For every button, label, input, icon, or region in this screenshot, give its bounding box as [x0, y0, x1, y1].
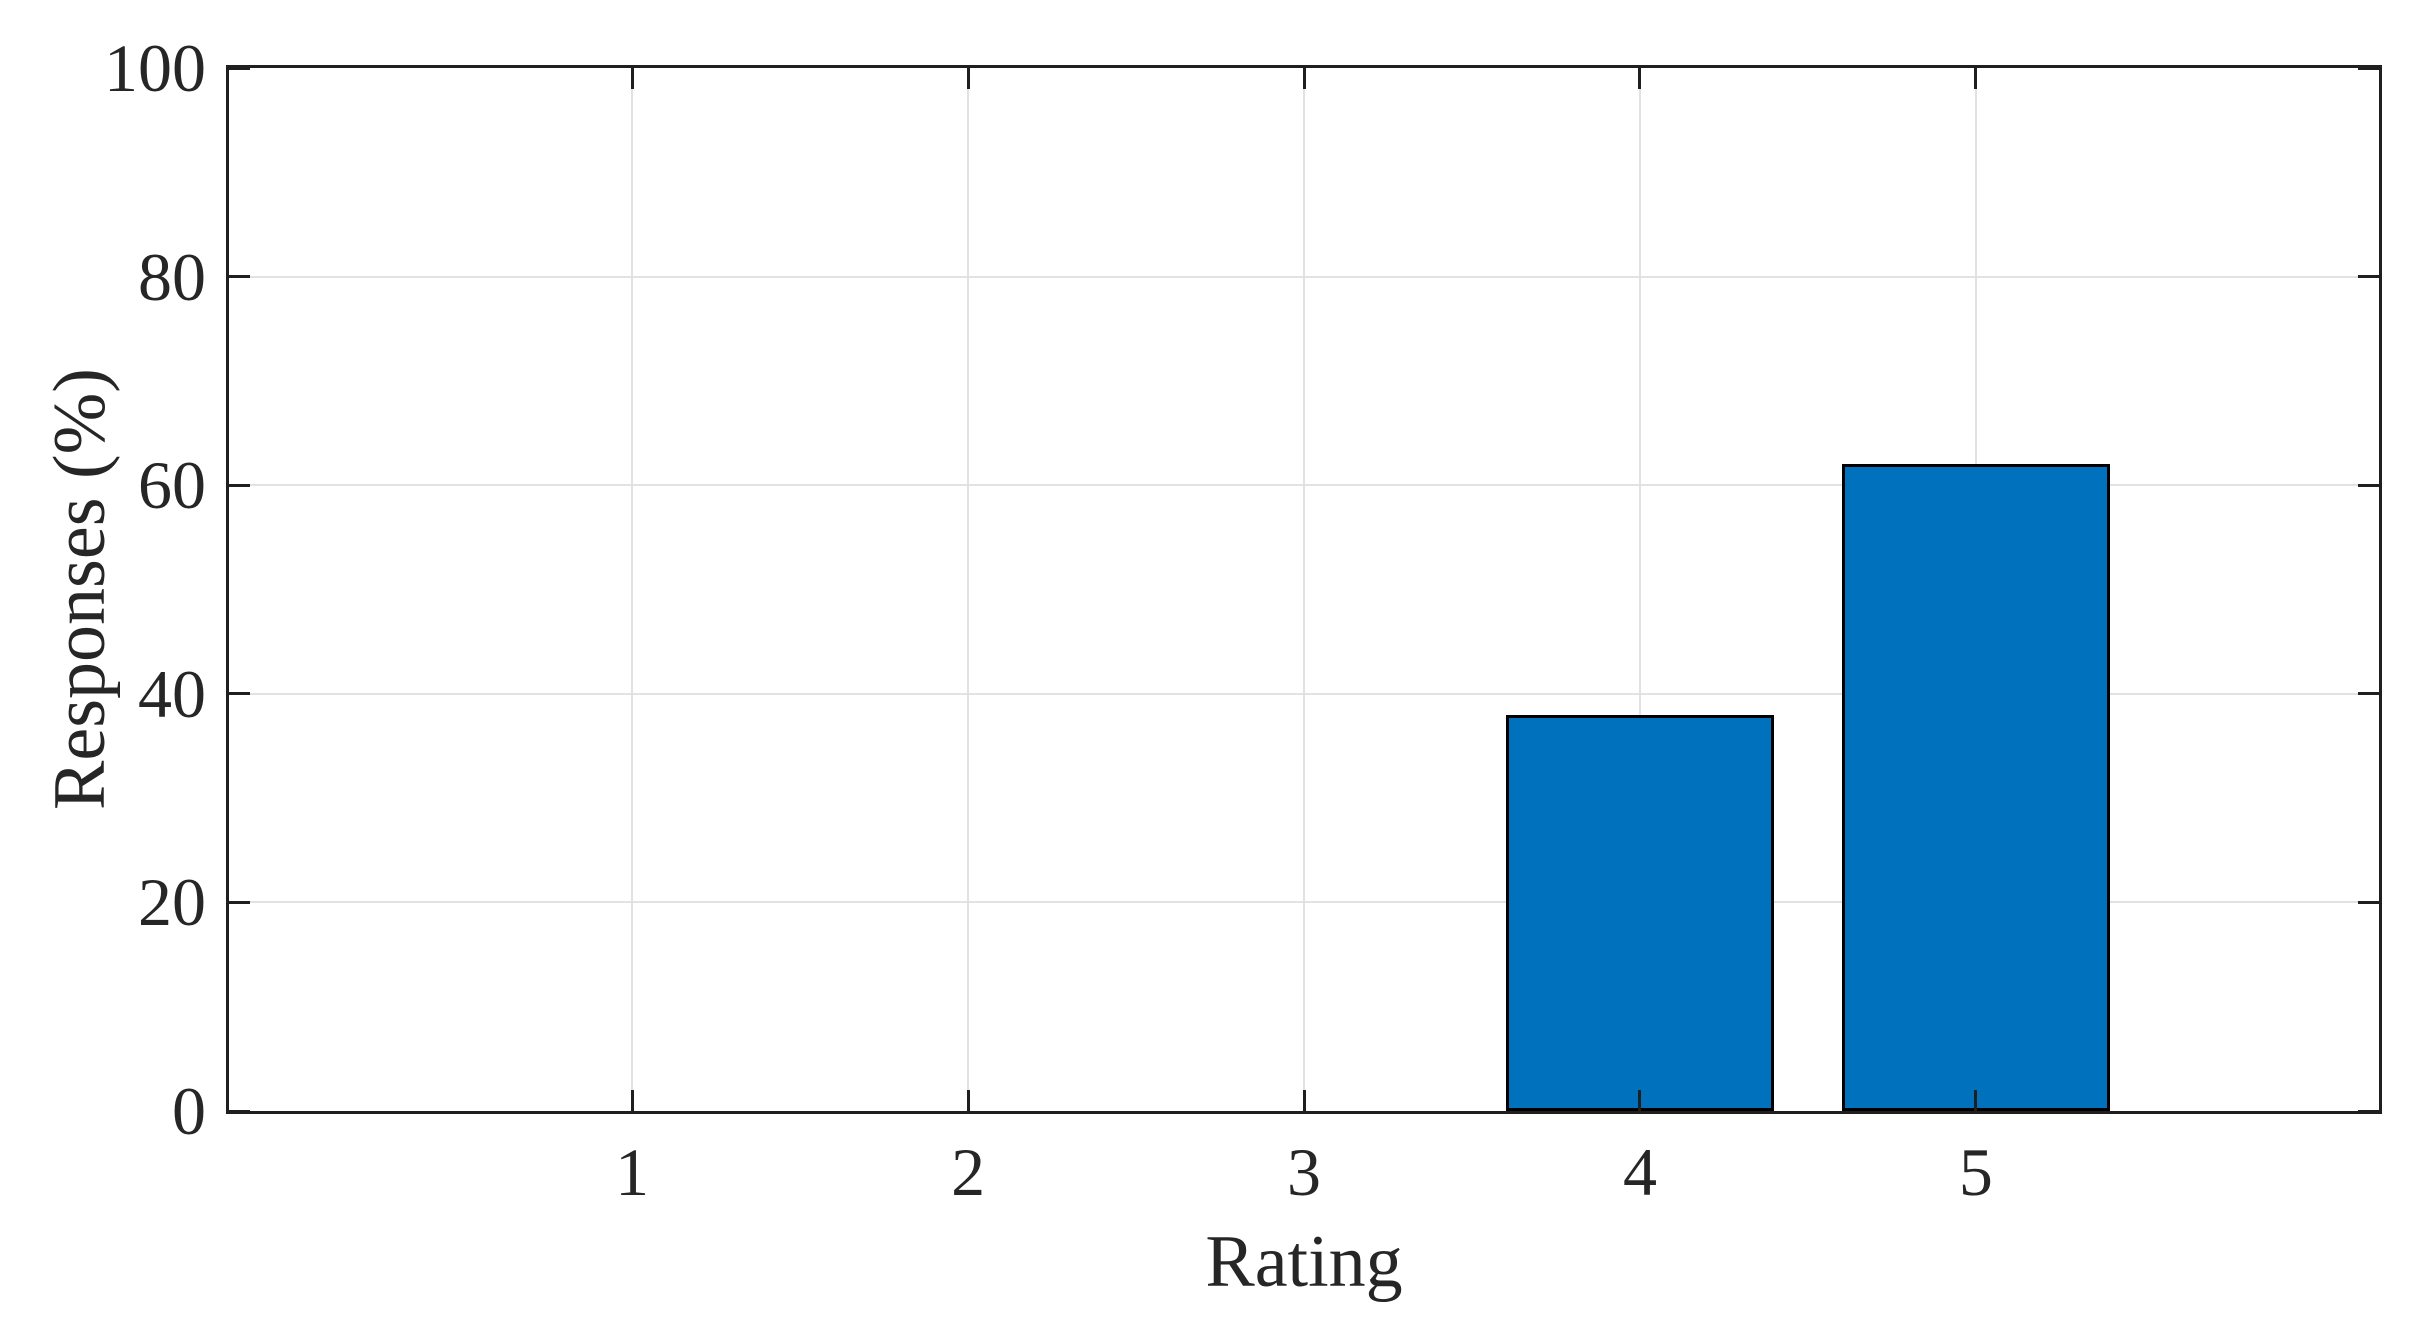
x-axis-label: Rating — [1205, 1221, 1403, 1303]
x-axis-tick-top — [1302, 68, 1306, 89]
vertical-gridline — [631, 68, 634, 1111]
y-axis-tick-right — [2358, 66, 2379, 70]
vertical-gridline — [967, 68, 970, 1111]
x-axis-tick-top — [630, 68, 634, 89]
y-axis-tick-right — [2358, 275, 2379, 279]
y-axis-tick — [229, 275, 250, 279]
x-tick-label: 5 — [1958, 1134, 1993, 1210]
y-axis-tick-right — [2358, 483, 2379, 487]
x-axis-tick-top — [1638, 68, 1642, 89]
bar-rating-4 — [1505, 714, 1775, 1111]
y-tick-label: 100 — [104, 30, 206, 106]
y-axis-tick-right — [2358, 1109, 2379, 1113]
vertical-gridline — [1638, 68, 1641, 1111]
vertical-gridline — [1303, 68, 1305, 1111]
x-axis-tick — [1974, 1090, 1978, 1111]
y-axis-tick — [229, 66, 250, 70]
x-axis-tick — [966, 1090, 970, 1111]
y-tick-label: 0 — [172, 1073, 206, 1149]
y-axis-tick — [229, 483, 250, 487]
x-axis-tick-top — [1974, 68, 1978, 89]
y-tick-label: 40 — [138, 655, 206, 732]
y-tick-label: 60 — [138, 447, 206, 524]
y-tick-label: 20 — [138, 864, 206, 941]
x-tick-label: 2 — [951, 1134, 986, 1210]
y-tick-label: 80 — [138, 238, 206, 315]
x-tick-label: 3 — [1287, 1134, 1321, 1210]
x-tick-label: 4 — [1622, 1134, 1657, 1210]
plot-area — [226, 65, 2382, 1114]
y-axis-label: Responses (%) — [39, 368, 121, 810]
y-axis-tick-right — [2358, 692, 2379, 696]
x-axis-tick — [1638, 1090, 1642, 1111]
y-axis-tick — [229, 692, 250, 696]
x-axis-tick-top — [966, 68, 970, 89]
x-tick-label: 1 — [615, 1134, 650, 1210]
y-axis-tick — [229, 1109, 250, 1113]
bar-rating-5 — [1841, 464, 2111, 1111]
x-axis-tick — [630, 1090, 634, 1111]
y-axis-tick-right — [2358, 900, 2379, 904]
x-axis-tick — [1302, 1090, 1306, 1111]
y-axis-tick — [229, 900, 250, 904]
